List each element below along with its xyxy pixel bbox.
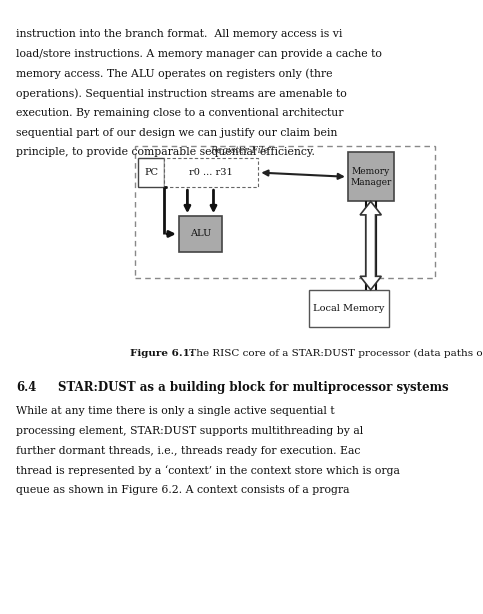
Text: Figure 6.1:: Figure 6.1: [130,349,194,358]
Polygon shape [360,201,382,290]
Bar [138,158,164,187]
Text: 6.4: 6.4 [16,381,36,394]
Text: ALU: ALU [190,230,211,238]
Text: Memory
Manager: Memory Manager [350,167,391,187]
Text: While at any time there is only a single active sequential t: While at any time there is only a single… [16,406,335,416]
Text: execution. By remaining close to a conventional architectur: execution. By remaining close to a conve… [16,108,343,118]
Text: Register File: Register File [210,146,269,155]
Text: PC: PC [144,168,158,177]
Text: principle, to provide comparable sequential efficiency.: principle, to provide comparable sequent… [16,147,315,157]
Text: load/store instructions. A memory manager can provide a cache to: load/store instructions. A memory manage… [16,49,382,59]
Bar [179,216,222,252]
Text: The RISC core of a STAR:DUST processor (data paths only: The RISC core of a STAR:DUST processor (… [186,349,483,358]
Bar [309,290,389,327]
Text: thread is represented by a ‘context’ in the context store which is orga: thread is represented by a ‘context’ in … [16,465,400,476]
Text: r0 ... r31: r0 ... r31 [189,168,233,177]
Bar [135,146,435,278]
Bar [348,152,394,201]
Bar [164,158,258,187]
Text: processing element, STAR:DUST supports multithreading by al: processing element, STAR:DUST supports m… [16,426,363,436]
Text: STAR:DUST as a building block for multiprocessor systems: STAR:DUST as a building block for multip… [58,381,449,394]
Text: instruction into the branch format.  All memory access is vi: instruction into the branch format. All … [16,29,342,39]
Text: operations). Sequential instruction streams are amenable to: operations). Sequential instruction stre… [16,88,347,99]
Text: further dormant threads, i.e., threads ready for execution. Eac: further dormant threads, i.e., threads r… [16,446,360,456]
Text: Local Memory: Local Memory [313,304,384,313]
Text: sequential part of our design we can justify our claim bein: sequential part of our design we can jus… [16,128,337,138]
Text: memory access. The ALU operates on registers only (thre: memory access. The ALU operates on regis… [16,69,332,79]
Text: queue as shown in Figure 6.2. A context consists of a progra: queue as shown in Figure 6.2. A context … [16,485,349,495]
